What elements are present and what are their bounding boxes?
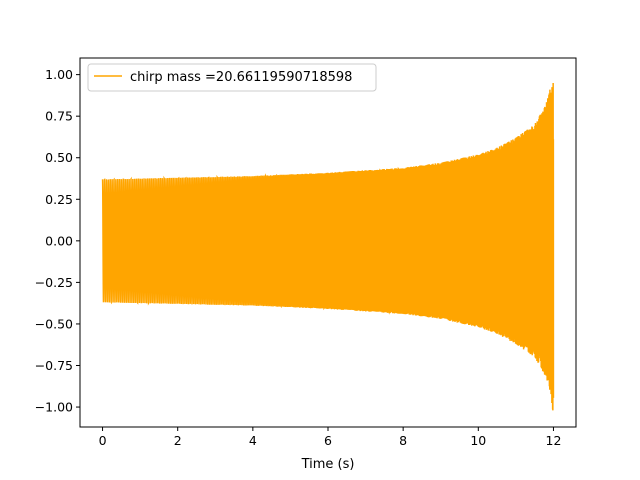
- y-tick-label: 0.25: [45, 192, 73, 207]
- x-tick-label: 6: [324, 433, 332, 448]
- y-tick-label: 0.75: [45, 109, 73, 124]
- x-tick-label: 8: [399, 433, 407, 448]
- legend: chirp mass =20.66119590718598: [87, 63, 377, 92]
- x-tick-label: 10: [470, 433, 486, 448]
- y-tick-label: −0.75: [35, 358, 73, 373]
- y-tick-label: −0.50: [35, 316, 73, 331]
- x-tick-label: 4: [249, 433, 257, 448]
- legend-box: [87, 63, 377, 92]
- y-tick-label: 0.00: [45, 233, 73, 248]
- y-tick-label: −0.25: [35, 275, 73, 290]
- legend-label: chirp mass =20.66119590718598: [130, 70, 352, 85]
- x-axis-label: Time (s): [301, 457, 355, 472]
- y-tick-label: −1.00: [35, 400, 73, 415]
- x-tick-label: 12: [546, 433, 562, 448]
- x-tick-label: 2: [174, 433, 182, 448]
- y-tick-label: 1.00: [45, 67, 73, 82]
- plot-area: [79, 57, 577, 428]
- y-tick-label: 0.50: [45, 150, 73, 165]
- series-line-chirp: [101, 82, 555, 411]
- x-tick-label: 0: [99, 433, 107, 448]
- axis-ticks: 0 2 4 6 8 10 12 1.00 0.75 0.50 0.25 0.00 −0.25 −0.50 −…: [35, 67, 562, 448]
